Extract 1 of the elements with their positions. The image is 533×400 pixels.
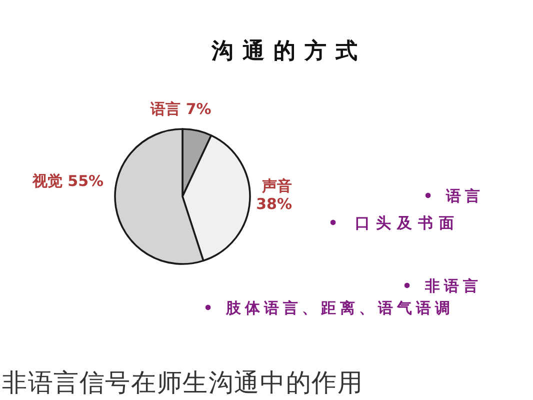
title: 沟通的方式 bbox=[212, 39, 366, 64]
